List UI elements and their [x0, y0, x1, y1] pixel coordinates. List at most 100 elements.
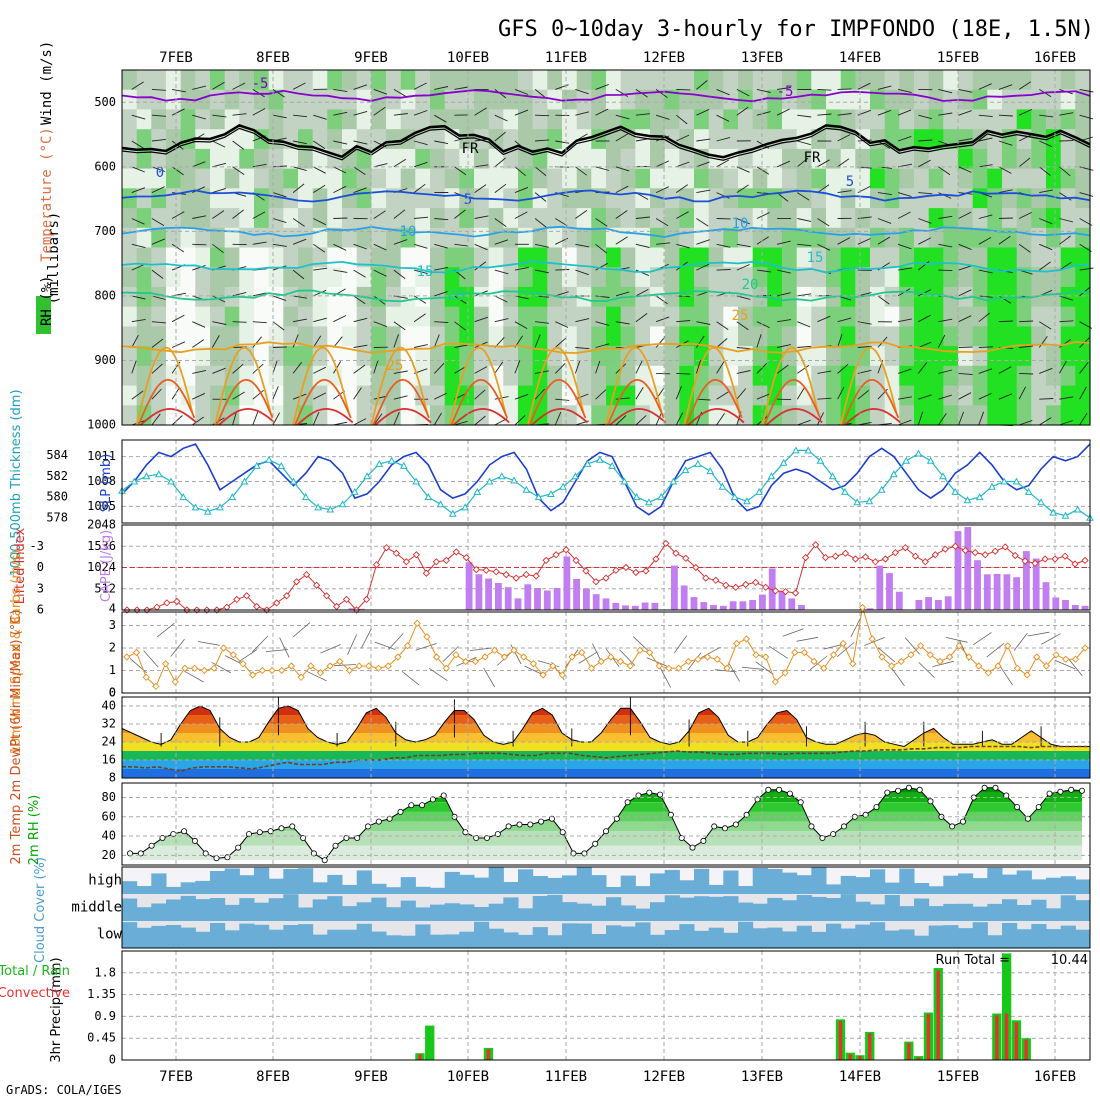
wind-barb-10m [252, 635, 269, 653]
rh-cell [298, 286, 314, 308]
wind-barb [292, 334, 299, 348]
rh-cell [239, 306, 255, 327]
thickness-point [461, 503, 469, 511]
wind-barb [615, 166, 630, 172]
rh-cell [840, 70, 856, 91]
rh-cell [312, 168, 328, 189]
rh-cell [958, 306, 974, 327]
rh-cell [767, 70, 783, 91]
rh-cell [547, 326, 563, 347]
wind-speed-point [665, 664, 673, 672]
rh-cell [826, 365, 842, 387]
rh-cell [811, 326, 827, 347]
wind-barb-10m [184, 670, 204, 683]
rh-cell [136, 326, 152, 347]
wind-speed-point [820, 664, 828, 672]
cloud-cell [840, 928, 856, 948]
wind-barb [151, 388, 162, 400]
wind-barb [998, 166, 1012, 174]
wind-barb [393, 209, 406, 219]
wind-barb [877, 109, 892, 116]
rh-cell [122, 109, 138, 130]
wind-barb-10m [809, 655, 828, 671]
rh-cell [972, 109, 988, 130]
rh-cell [488, 168, 504, 189]
rh-cell [488, 89, 504, 110]
wind-barb [837, 363, 849, 374]
rh-cell [503, 267, 519, 288]
rh-cell [767, 148, 783, 170]
cloud-cell [1031, 879, 1047, 894]
cloud-cell [899, 906, 915, 921]
lifted-index-point [502, 570, 510, 579]
cape-ylabel: CAPE (J/kg) [99, 530, 114, 602]
rh-cell [811, 168, 827, 189]
wind-barb [413, 269, 428, 275]
wind-barb [676, 161, 690, 168]
rh-cell [254, 70, 270, 91]
cape-bottom-tick-label: 4 [109, 602, 116, 616]
wind-barb [918, 218, 932, 224]
rh-cell [415, 188, 431, 209]
wind-speed-point [316, 669, 325, 677]
wind-barb [413, 183, 426, 193]
top-day-label: 15FEB [937, 50, 979, 66]
cloud-cell [415, 907, 431, 921]
wind-barb [917, 411, 924, 426]
wind-barb [917, 362, 928, 374]
rh-cell [972, 286, 988, 308]
wind-barb [897, 211, 911, 219]
rh-cell [342, 286, 358, 308]
cloud-cell [694, 930, 710, 948]
wind-barb [555, 218, 568, 227]
wind-barb [716, 269, 731, 271]
rh-cell [1046, 326, 1062, 347]
wind-barb [393, 334, 399, 348]
lifted-index-point [1011, 551, 1019, 560]
rh-cell [782, 326, 798, 347]
rh-cell [972, 148, 988, 170]
wind-speed-point [307, 662, 315, 670]
rh-cell [532, 267, 548, 288]
rh-cell [151, 385, 167, 406]
wind-barb [151, 114, 166, 117]
wind-barb [454, 86, 469, 90]
rh-point [321, 857, 328, 864]
rh-cell [694, 267, 710, 288]
wind-barb [232, 140, 245, 150]
rh-cell [342, 89, 358, 110]
rh-cell [547, 385, 563, 406]
rh-cell [195, 385, 211, 406]
rh-cell [1002, 306, 1018, 327]
rh-cell [122, 89, 138, 110]
thickness-point [399, 461, 408, 469]
rh-point [841, 823, 848, 830]
wind-barb [696, 335, 705, 348]
rh-cell [796, 346, 812, 367]
rh-cell [958, 148, 974, 170]
wind-speed-point [645, 648, 654, 657]
surface-temp-contour [292, 346, 350, 426]
wind-barb [1018, 243, 1031, 253]
rh-cell [400, 247, 416, 268]
precip-conv-bar [848, 1054, 852, 1060]
rh-cell [356, 188, 372, 209]
rh-cell [268, 168, 284, 189]
rh-cell [474, 70, 490, 91]
rh-cell [899, 208, 915, 229]
rh-cell [826, 129, 842, 150]
wind-barb [131, 318, 146, 323]
rh-band [130, 845, 1082, 861]
wind-speed-point [655, 662, 663, 670]
thickness-point [779, 458, 788, 466]
lifted-index-point [632, 568, 640, 577]
wind-barb [434, 86, 449, 90]
wind-barb [192, 339, 205, 348]
rh-cell [430, 306, 446, 327]
cloud-cell [503, 897, 519, 921]
wind-barb [212, 162, 227, 168]
wind-barb [1038, 335, 1048, 348]
rh-cell [826, 346, 842, 367]
lifted-index-point [891, 548, 900, 557]
cloud-cell [400, 935, 416, 948]
